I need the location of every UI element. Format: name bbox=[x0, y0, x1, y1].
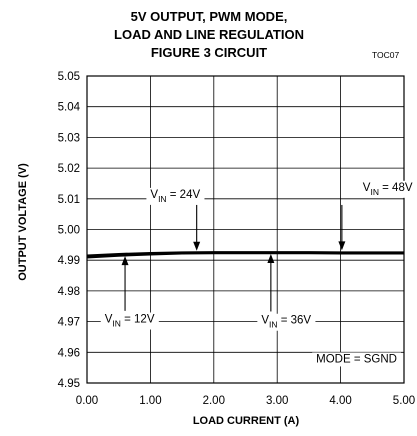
mode-label-text: MODE = SGND bbox=[316, 353, 397, 365]
plot-grid bbox=[86, 75, 405, 384]
plot-frame bbox=[86, 75, 405, 384]
y-tick-label: 5.00 bbox=[58, 225, 80, 237]
y-tick-label: 5.04 bbox=[58, 102, 81, 114]
vin-12v-label-text: VIN = 12V bbox=[105, 314, 155, 329]
x-tick-label: 3.00 bbox=[266, 395, 288, 407]
chart-title-line-2: LOAD AND LINE REGULATION bbox=[114, 27, 304, 42]
y-tick-label: 5.02 bbox=[58, 163, 80, 175]
vin-24v-label-bg bbox=[146, 187, 205, 205]
vin-48v-label-bg bbox=[358, 180, 417, 198]
mode-label: MODE = SGND bbox=[312, 352, 401, 367]
mode-label-bg bbox=[312, 352, 401, 367]
vin-48v-label-arrow-head bbox=[338, 241, 346, 251]
y-tick-label: 4.95 bbox=[58, 378, 80, 390]
y-tick-label: 5.01 bbox=[58, 194, 80, 206]
x-tick-label: 4.00 bbox=[329, 395, 351, 407]
vin-24v-label-arrow-head bbox=[193, 241, 201, 251]
x-tick-label: 2.00 bbox=[203, 395, 225, 407]
chart-title-line-1: 5V OUTPUT, PWM MODE, bbox=[131, 9, 288, 24]
chart-title-line-3: FIGURE 3 CIRCUIT bbox=[151, 45, 267, 60]
y-tick-label: 4.98 bbox=[58, 286, 80, 298]
vin-12v-label: VIN = 12V bbox=[100, 256, 159, 330]
y-tick-label: 5.03 bbox=[58, 132, 80, 144]
vin-48v-label-text: VIN = 48V bbox=[363, 182, 413, 197]
y-tick-label: 4.96 bbox=[58, 347, 80, 359]
vin-12v-label-bg bbox=[100, 312, 159, 330]
annotations: VIN = 24V VIN = 48V VIN = 12V VIN = 36V MODE… bbox=[100, 180, 417, 367]
data-series bbox=[86, 251, 404, 259]
x-tick-label: 1.00 bbox=[139, 395, 161, 407]
vin-36v-label: VIN = 36V bbox=[257, 254, 316, 331]
vin-24v-label: VIN = 24V bbox=[146, 187, 205, 251]
y-tick-label: 5.05 bbox=[58, 71, 80, 83]
tick-labels: 0.00 1.00 2.00 3.00 4.00 5.00 4.95 4.96 4.97 4.98… bbox=[58, 71, 416, 407]
y-tick-label: 4.99 bbox=[58, 255, 80, 267]
y-axis-label: OUTPUT VOLTAGE (V) bbox=[17, 163, 29, 281]
figure-tag: TOC07 bbox=[372, 50, 400, 60]
vin-36v-label-bg bbox=[257, 313, 316, 331]
vin-24v-label-text: VIN = 24V bbox=[150, 189, 200, 204]
vin-36v-label-arrow-head bbox=[267, 254, 275, 264]
x-tick-label: 5.00 bbox=[393, 395, 415, 407]
x-tick-label: 0.00 bbox=[76, 395, 98, 407]
vin-12v-label-arrow-head bbox=[121, 256, 129, 266]
x-axis-label: LOAD CURRENT (A) bbox=[193, 415, 300, 427]
vin-48v-label: VIN = 48V bbox=[338, 180, 417, 251]
series-line-4 bbox=[86, 251, 404, 257]
vin-36v-label-text: VIN = 36V bbox=[261, 315, 311, 330]
y-tick-label: 4.97 bbox=[58, 317, 80, 329]
